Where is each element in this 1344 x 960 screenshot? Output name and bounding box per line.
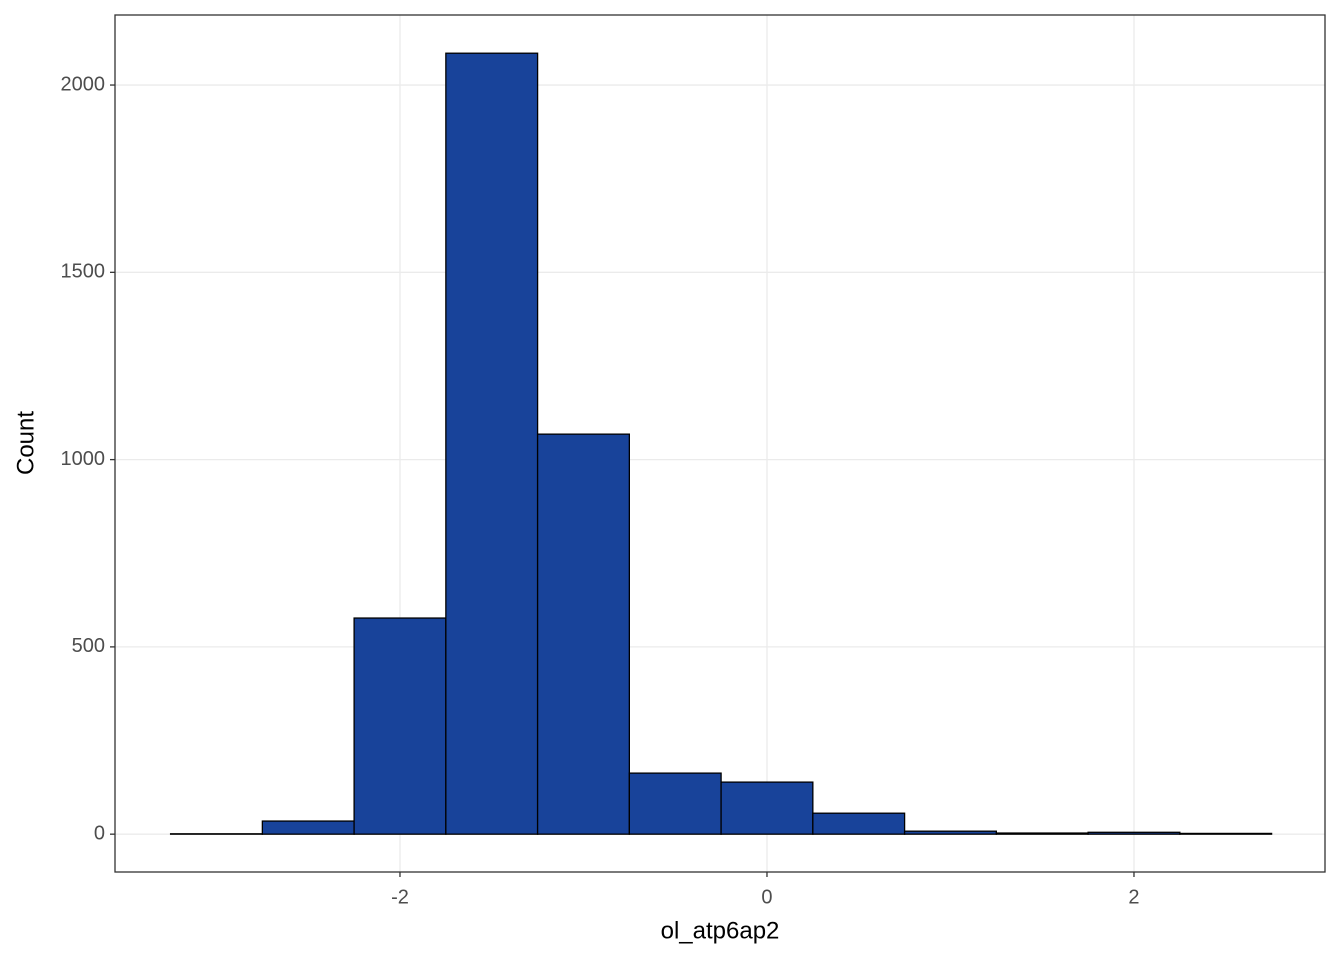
y-tick-label: 0: [94, 822, 105, 844]
y-tick-label: 500: [72, 635, 105, 657]
bar: [995, 832, 1089, 835]
bar: [353, 617, 447, 835]
y-tick-label: 1500: [61, 261, 106, 283]
y-tick-label: 2000: [61, 73, 106, 95]
x-tick-label: -2: [391, 886, 409, 908]
bar: [720, 781, 814, 835]
y-tick-label: 1000: [61, 448, 106, 470]
plot-border: [114, 14, 1326, 873]
bar: [628, 772, 722, 835]
y-axis-title: Count: [12, 411, 39, 475]
bar: [261, 820, 355, 835]
bar: [445, 52, 539, 835]
x-axis-title: ol_atp6ap2: [661, 917, 780, 944]
bar: [903, 830, 998, 835]
bar: [536, 433, 631, 835]
bar: [812, 812, 906, 835]
x-tick-label: 0: [761, 886, 772, 908]
bar: [1087, 831, 1181, 835]
bar: [1179, 832, 1273, 835]
x-tick-label: 2: [1128, 886, 1139, 908]
